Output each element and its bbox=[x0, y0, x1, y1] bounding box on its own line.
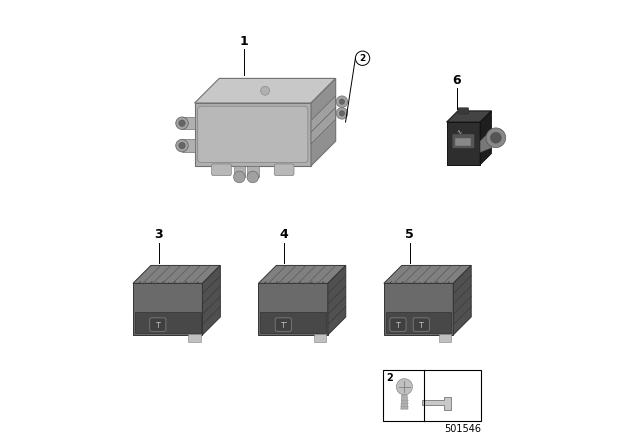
Circle shape bbox=[234, 171, 245, 183]
FancyBboxPatch shape bbox=[455, 138, 472, 146]
Polygon shape bbox=[202, 265, 220, 335]
Polygon shape bbox=[422, 397, 451, 410]
Circle shape bbox=[336, 108, 348, 119]
Polygon shape bbox=[480, 111, 492, 165]
Circle shape bbox=[176, 117, 188, 129]
Polygon shape bbox=[311, 96, 336, 132]
Polygon shape bbox=[447, 122, 480, 165]
Polygon shape bbox=[384, 265, 471, 284]
Polygon shape bbox=[188, 334, 200, 342]
Circle shape bbox=[486, 128, 506, 148]
Polygon shape bbox=[384, 284, 453, 335]
FancyBboxPatch shape bbox=[275, 164, 294, 176]
Polygon shape bbox=[195, 103, 311, 166]
FancyBboxPatch shape bbox=[150, 318, 166, 332]
Text: 3: 3 bbox=[154, 228, 163, 241]
Polygon shape bbox=[133, 265, 220, 284]
Polygon shape bbox=[401, 395, 408, 409]
Text: 501546: 501546 bbox=[444, 424, 481, 434]
Circle shape bbox=[179, 142, 185, 149]
Circle shape bbox=[339, 99, 345, 104]
Polygon shape bbox=[133, 284, 202, 335]
FancyBboxPatch shape bbox=[275, 318, 291, 332]
Polygon shape bbox=[135, 312, 200, 333]
Polygon shape bbox=[259, 265, 346, 284]
Polygon shape bbox=[447, 111, 492, 122]
FancyBboxPatch shape bbox=[198, 106, 308, 163]
Polygon shape bbox=[195, 78, 336, 103]
Circle shape bbox=[336, 96, 348, 108]
Polygon shape bbox=[383, 370, 481, 421]
Circle shape bbox=[260, 86, 269, 95]
Polygon shape bbox=[328, 265, 346, 335]
Polygon shape bbox=[439, 334, 451, 342]
Text: 4: 4 bbox=[280, 228, 289, 241]
FancyBboxPatch shape bbox=[413, 318, 429, 332]
Polygon shape bbox=[182, 117, 195, 129]
Polygon shape bbox=[480, 130, 498, 152]
Circle shape bbox=[179, 120, 185, 126]
Text: 1: 1 bbox=[239, 35, 248, 48]
Text: 5: 5 bbox=[405, 228, 414, 241]
Text: 6: 6 bbox=[452, 74, 461, 87]
Polygon shape bbox=[314, 334, 326, 342]
Polygon shape bbox=[260, 312, 326, 333]
Polygon shape bbox=[234, 166, 245, 177]
FancyBboxPatch shape bbox=[452, 134, 475, 148]
Circle shape bbox=[396, 379, 412, 395]
Polygon shape bbox=[259, 284, 328, 335]
FancyBboxPatch shape bbox=[212, 164, 231, 176]
Polygon shape bbox=[182, 139, 195, 152]
Polygon shape bbox=[247, 166, 259, 177]
Circle shape bbox=[490, 133, 501, 143]
FancyBboxPatch shape bbox=[458, 108, 468, 114]
Polygon shape bbox=[311, 108, 336, 144]
Circle shape bbox=[339, 111, 345, 116]
FancyBboxPatch shape bbox=[390, 318, 406, 332]
Polygon shape bbox=[311, 78, 336, 166]
Polygon shape bbox=[386, 312, 451, 333]
Circle shape bbox=[247, 171, 259, 183]
Circle shape bbox=[176, 139, 188, 152]
Text: 2: 2 bbox=[387, 373, 393, 383]
Text: ∿: ∿ bbox=[456, 129, 461, 135]
Text: 2: 2 bbox=[360, 54, 365, 63]
Polygon shape bbox=[453, 265, 471, 335]
